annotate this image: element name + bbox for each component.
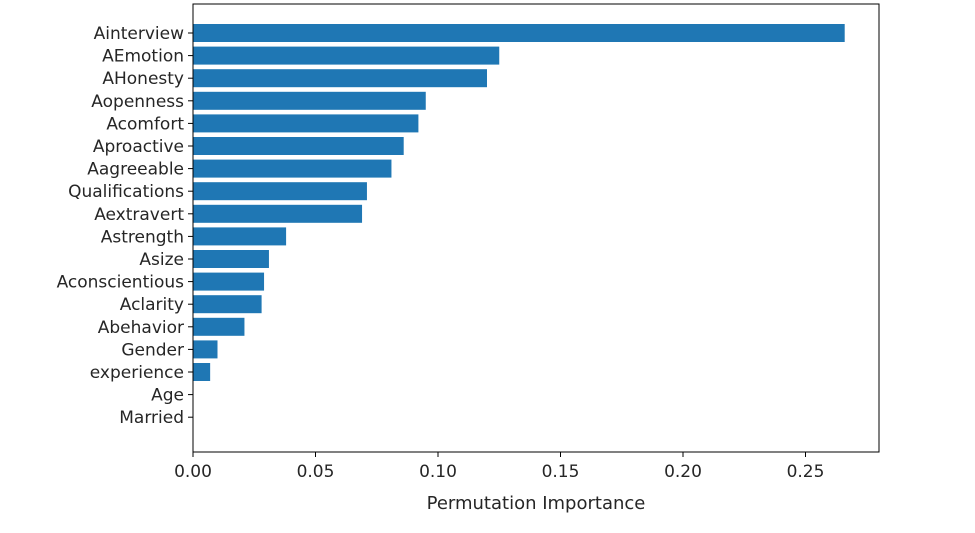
- x-tick-label: 0.05: [297, 462, 335, 482]
- y-tick-label-aemotion: AEmotion: [102, 47, 184, 67]
- bar-aextravert: [193, 204, 363, 223]
- y-tick-label-qualifications: Qualifications: [68, 182, 184, 202]
- x-tick-label: 0.00: [174, 462, 212, 482]
- y-tick-label-aconscientious: Aconscientious: [57, 273, 185, 293]
- y-tick-label-ahonesty: AHonesty: [102, 69, 184, 89]
- y-tick-label-aclarity: Aclarity: [120, 295, 184, 315]
- bar-qualifications: [193, 182, 367, 201]
- x-tick-label: 0.20: [664, 462, 702, 482]
- bar-aemotion: [193, 46, 500, 65]
- bar-acomfort: [193, 114, 419, 133]
- y-tick-label-gender: Gender: [121, 340, 184, 360]
- x-tick-label: 0.15: [542, 462, 580, 482]
- y-tick-label-ainterview: Ainterview: [94, 24, 184, 44]
- bar-aagreeable: [193, 159, 392, 178]
- bars-layer: [193, 24, 845, 381]
- y-tick-label-astrength: Astrength: [101, 227, 184, 247]
- x-tick-label: 0.25: [787, 462, 825, 482]
- y-tick-label-experience: experience: [90, 363, 184, 383]
- y-tick-label-acomfort: Acomfort: [106, 114, 184, 134]
- y-tick-label-married: Married: [119, 408, 184, 428]
- bar-gender: [193, 340, 218, 359]
- bar-ainterview: [193, 24, 845, 42]
- y-tick-label-abehavior: Abehavior: [98, 318, 184, 338]
- bar-astrength: [193, 227, 287, 246]
- y-tick-label-aextravert: Aextravert: [94, 205, 184, 225]
- y-tick-label-aagreeable: Aagreeable: [87, 160, 184, 180]
- x-axis: 0.00 0.05 0.10 0.15 0.20 0.25: [174, 452, 824, 482]
- x-axis-title: Permutation Importance: [427, 493, 646, 514]
- bar-aproactive: [193, 137, 404, 155]
- x-tick-label: 0.10: [419, 462, 457, 482]
- y-tick-label-age: Age: [151, 386, 184, 406]
- bar-asize: [193, 250, 269, 268]
- y-tick-label-aopenness: Aopenness: [91, 92, 184, 112]
- bar-ahonesty: [193, 69, 487, 88]
- bar-experience: [193, 363, 211, 381]
- bar-aclarity: [193, 295, 262, 314]
- y-tick-label-asize: Asize: [139, 250, 184, 270]
- bar-abehavior: [193, 317, 245, 336]
- bar-aopenness: [193, 91, 426, 110]
- y-tick-label-aproactive: Aproactive: [93, 137, 184, 157]
- bar-aconscientious: [193, 272, 265, 291]
- plot-frame: [192, 3, 880, 453]
